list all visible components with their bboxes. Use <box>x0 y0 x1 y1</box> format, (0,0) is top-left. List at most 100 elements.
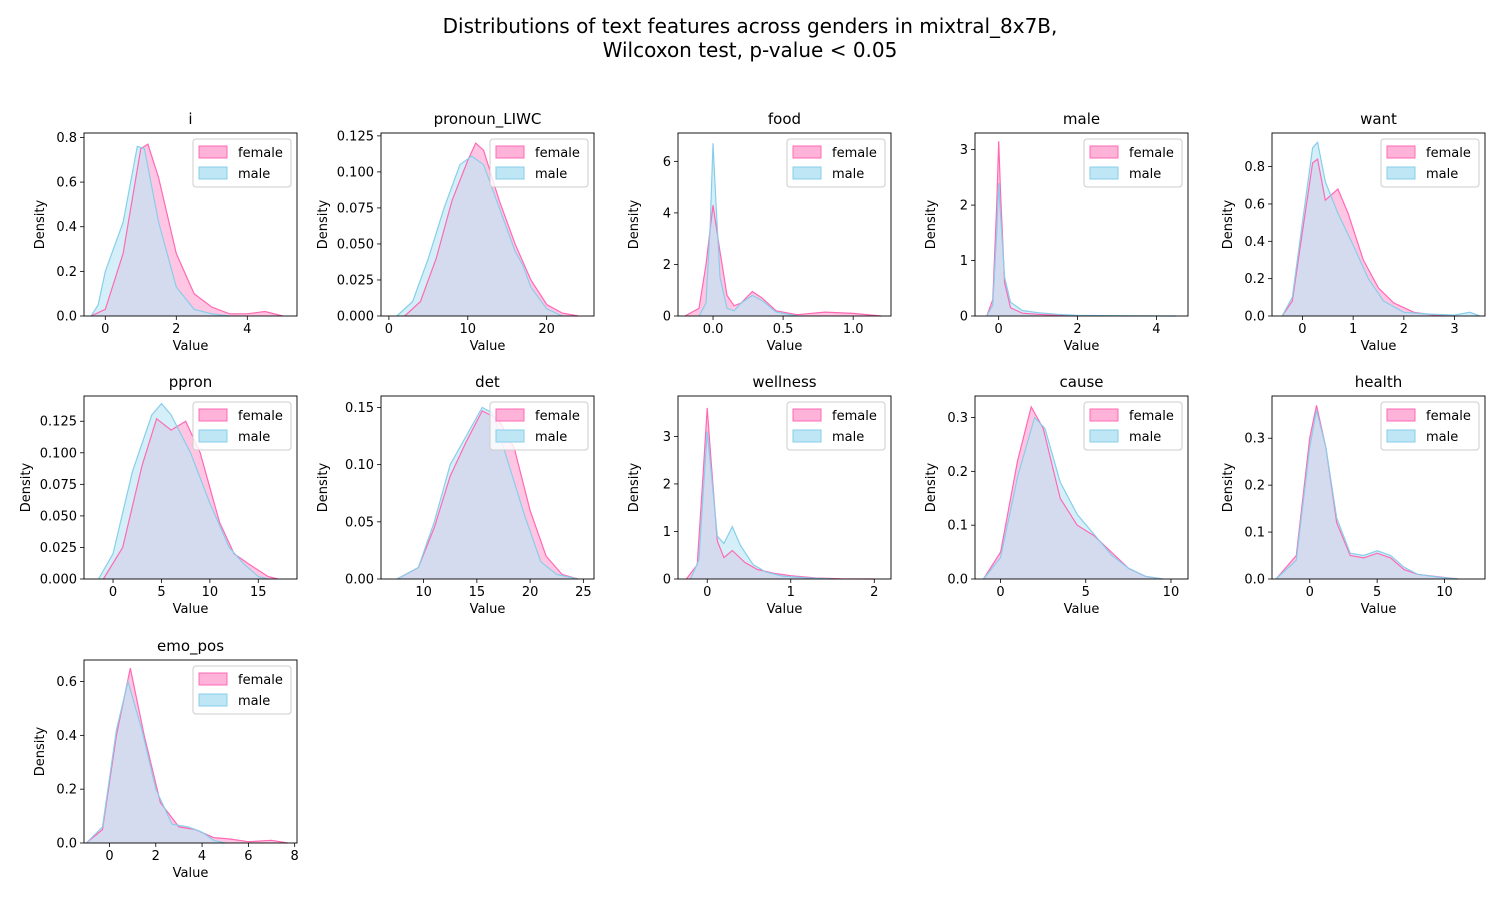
legend-swatch-male <box>1386 166 1416 180</box>
subplot-i: 0 2 4 0.0 0.2 0.4 0.6 0.8 i Value Density female mal… <box>33 110 298 354</box>
series-area-male <box>699 143 798 316</box>
axes-frame <box>677 132 892 317</box>
series-line-male <box>689 431 833 580</box>
legend-swatch-male <box>198 693 228 707</box>
legend-swatch-male <box>792 166 822 180</box>
y-axis-label: Density <box>33 199 48 249</box>
y-tick-label: 0.1 <box>947 519 968 534</box>
legend-swatch-male <box>1089 166 1119 180</box>
x-tick-label: 0 <box>385 322 393 337</box>
subplot-want: 0 1 2 3 0.0 0.2 0.4 0.6 0.8 want Value Density femal… <box>1221 110 1486 354</box>
series-line-male <box>1281 140 1481 317</box>
y-tick-label: 0.4 <box>1244 235 1265 250</box>
axes-frame <box>380 395 595 580</box>
series-area-male <box>1276 410 1458 579</box>
x-tick-label: 3 <box>1450 322 1458 337</box>
y-tick-label: 0.05 <box>345 515 374 530</box>
legend-label-female: female <box>1426 146 1471 161</box>
y-tick-label: 0.0 <box>56 837 77 852</box>
x-tick-label: 25 <box>575 585 592 600</box>
x-tick-label: 4 <box>1152 322 1160 337</box>
x-tick-label: 15 <box>469 585 486 600</box>
axes-frame <box>677 395 892 580</box>
x-axis-label: Value <box>1064 602 1100 617</box>
subplot-title: cause <box>1060 373 1104 391</box>
legend-label-female: female <box>1129 146 1174 161</box>
axes-frame <box>1271 395 1486 580</box>
axes-frame <box>974 132 1189 317</box>
y-tick-label: 0.2 <box>1244 272 1265 287</box>
legend-label-male: male <box>238 694 270 709</box>
subplot-title: male <box>1063 110 1100 128</box>
subplot-emo_pos: 0 2 4 6 8 0.0 0.2 0.4 0.6 emo_pos Value Density fema… <box>33 637 299 881</box>
y-tick-label: 0.3 <box>947 411 968 426</box>
legend-label-male: male <box>1129 167 1161 182</box>
axes-frame <box>1271 132 1486 317</box>
x-tick-label: 2 <box>172 322 180 337</box>
x-tick-label: 1 <box>1349 322 1357 337</box>
x-axis-label: Value <box>1064 339 1100 354</box>
x-tick-label: 8 <box>291 849 299 864</box>
series-line-male <box>90 145 230 317</box>
legend-label-female: female <box>832 146 877 161</box>
subplot-food: 0.0 0.5 1.0 0 2 4 6 food Value Density female male <box>627 110 892 354</box>
figure-title: Distributions of text features across ge… <box>0 14 1500 62</box>
subplot-title: food <box>768 110 801 128</box>
series-area-male <box>983 417 1163 579</box>
y-tick-label: 0 <box>663 310 671 325</box>
x-tick-label: 0.5 <box>773 322 794 337</box>
legend: female male <box>1083 138 1183 188</box>
series-line-female <box>90 143 283 317</box>
x-axis-label: Value <box>1361 339 1397 354</box>
subplot-health: 0 5 10 0.0 0.1 0.2 0.3 health Value Density female… <box>1221 373 1486 617</box>
y-tick-label: 0.125 <box>337 129 374 144</box>
y-tick-label: 0.050 <box>337 237 374 252</box>
y-tick-label: 1 <box>663 525 671 540</box>
subplot-det: 10 15 20 25 0.00 0.05 0.10 0.15 det Value Density f… <box>316 373 595 617</box>
x-tick-label: 0.0 <box>703 322 724 337</box>
y-tick-label: 0.6 <box>1244 197 1265 212</box>
y-tick-label: 0.6 <box>56 675 77 690</box>
subplot-wellness: 0 1 2 0 1 2 3 wellness Value Density female male <box>627 373 892 617</box>
series-line-male <box>97 402 269 580</box>
y-tick-label: 0.0 <box>947 573 968 588</box>
legend-swatch-male <box>792 429 822 443</box>
series-line-female <box>685 407 875 580</box>
x-tick-label: 0 <box>995 322 1003 337</box>
x-tick-label: 2 <box>152 849 160 864</box>
legend-label-male: male <box>1129 430 1161 445</box>
y-tick-label: 0.000 <box>337 310 374 325</box>
legend-label-female: female <box>535 146 580 161</box>
y-tick-label: 0.0 <box>1244 310 1265 325</box>
legend-swatch-male <box>1386 429 1416 443</box>
legend-label-male: male <box>832 167 864 182</box>
x-axis-label: Value <box>173 866 209 881</box>
y-axis-label: Density <box>627 199 642 249</box>
legend-swatch-female <box>495 408 525 422</box>
y-tick-label: 0.0 <box>56 310 77 325</box>
y-axis-label: Density <box>627 462 642 512</box>
x-axis-label: Value <box>767 602 803 617</box>
legend-swatch-female <box>198 145 228 159</box>
legend-swatch-female <box>792 145 822 159</box>
x-tick-label: 10 <box>460 322 477 337</box>
x-tick-label: 0 <box>101 322 109 337</box>
y-tick-label: 4 <box>663 206 671 221</box>
series-area-male <box>1282 142 1480 316</box>
y-tick-label: 0.025 <box>337 273 374 288</box>
legend: female male <box>1380 138 1480 188</box>
x-axis-label: Value <box>470 602 506 617</box>
legend: female male <box>1380 401 1480 451</box>
figure-title-line2: Wilcoxon test, p-value < 0.05 <box>602 38 898 62</box>
legend: female male <box>786 138 886 188</box>
axes-frame <box>83 659 298 844</box>
axes-frame <box>380 132 595 317</box>
y-tick-label: 0.3 <box>1244 432 1265 447</box>
y-axis-label: Density <box>19 462 34 512</box>
series-line-male <box>986 182 1177 317</box>
x-tick-label: 4 <box>243 322 251 337</box>
y-axis-label: Density <box>1221 462 1236 512</box>
y-tick-label: 0.0 <box>1244 573 1265 588</box>
legend-label-female: female <box>535 409 580 424</box>
